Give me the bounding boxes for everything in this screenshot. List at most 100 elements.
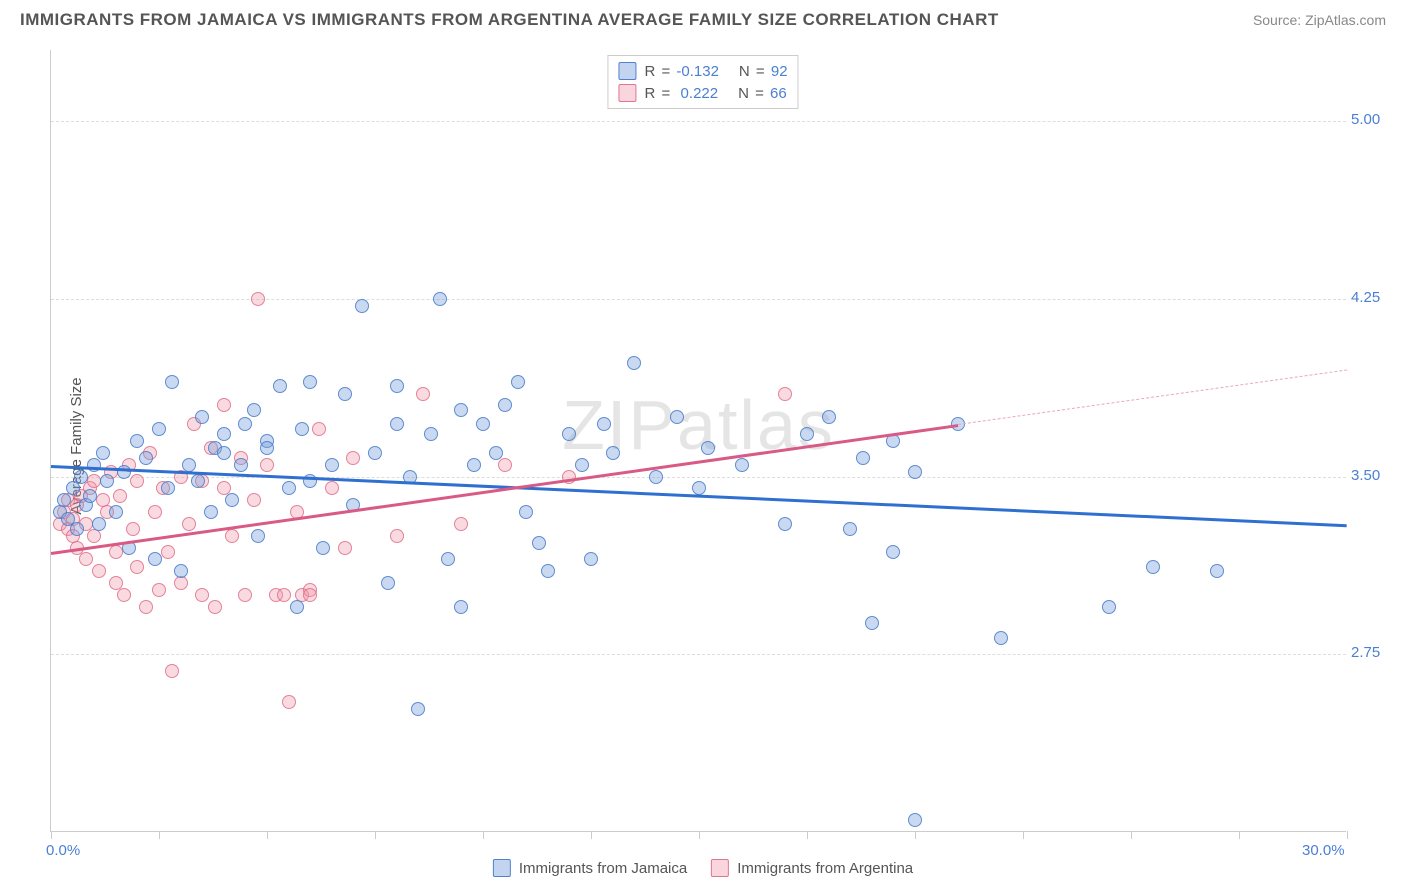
jamaica-point <box>584 552 598 566</box>
jamaica-point <box>83 489 97 503</box>
argentina-point <box>152 583 166 597</box>
jamaica-point <box>355 299 369 313</box>
argentina-point <box>182 517 196 531</box>
legend-item-argentina: Immigrants from Argentina <box>711 859 913 877</box>
argentina-point <box>325 481 339 495</box>
argentina-point <box>130 560 144 574</box>
jamaica-point <box>1102 600 1116 614</box>
x-tick <box>1131 831 1132 839</box>
argentina-point <box>87 474 101 488</box>
jamaica-point <box>886 545 900 559</box>
jamaica-point <box>562 427 576 441</box>
jamaica-point <box>295 422 309 436</box>
argentina-trendline-extrapolated <box>958 370 1347 425</box>
jamaica-point <box>204 505 218 519</box>
gridline <box>51 121 1346 122</box>
jamaica-point <box>541 564 555 578</box>
jamaica-point <box>778 517 792 531</box>
jamaica-point <box>130 434 144 448</box>
jamaica-point <box>822 410 836 424</box>
argentina-point <box>148 505 162 519</box>
jamaica-point <box>325 458 339 472</box>
y-tick-label: 5.00 <box>1351 111 1401 128</box>
jamaica-point <box>441 552 455 566</box>
jamaica-point <box>70 522 84 536</box>
jamaica-point <box>411 702 425 716</box>
x-tick-label-start: 0.0% <box>46 842 80 859</box>
jamaica-point <box>856 451 870 465</box>
argentina-point <box>416 387 430 401</box>
jamaica-point <box>316 541 330 555</box>
x-tick <box>159 831 160 839</box>
jamaica-point <box>96 446 110 460</box>
jamaica-point <box>238 417 252 431</box>
jamaica-point <box>454 600 468 614</box>
y-tick-label: 3.50 <box>1351 467 1401 484</box>
argentina-point <box>195 588 209 602</box>
argentina-point <box>390 529 404 543</box>
jamaica-label: Immigrants from Jamaica <box>519 860 687 877</box>
jamaica-point <box>381 576 395 590</box>
x-tick <box>699 831 700 839</box>
jamaica-point <box>251 529 265 543</box>
argentina-trendline <box>51 424 959 554</box>
jamaica-trendline <box>51 465 1347 527</box>
jamaica-point <box>467 458 481 472</box>
jamaica-point <box>606 446 620 460</box>
argentina-swatch-icon <box>618 84 636 102</box>
jamaica-point <box>735 458 749 472</box>
jamaica-point <box>692 481 706 495</box>
argentina-swatch-icon <box>711 859 729 877</box>
argentina-label: Immigrants from Argentina <box>737 860 913 877</box>
jamaica-point <box>908 813 922 827</box>
jamaica-point <box>627 356 641 370</box>
jamaica-point <box>454 403 468 417</box>
jamaica-point <box>390 379 404 393</box>
argentina-point <box>346 451 360 465</box>
jamaica-point <box>92 517 106 531</box>
x-tick <box>1239 831 1240 839</box>
jamaica-point <box>182 458 196 472</box>
jamaica-point <box>191 474 205 488</box>
jamaica-point <box>217 427 231 441</box>
x-tick <box>915 831 916 839</box>
jamaica-point <box>247 403 261 417</box>
argentina-N: 66 <box>770 85 787 102</box>
argentina-point <box>778 387 792 401</box>
jamaica-point <box>234 458 248 472</box>
gridline <box>51 477 1346 478</box>
x-tick-label-end: 30.0% <box>1302 842 1345 859</box>
jamaica-point <box>195 410 209 424</box>
jamaica-point <box>424 427 438 441</box>
jamaica-point <box>498 398 512 412</box>
jamaica-point <box>117 465 131 479</box>
argentina-point <box>113 489 127 503</box>
argentina-point <box>79 552 93 566</box>
argentina-point <box>498 458 512 472</box>
jamaica-point <box>139 451 153 465</box>
argentina-point <box>217 398 231 412</box>
jamaica-point <box>1210 564 1224 578</box>
jamaica-point <box>865 616 879 630</box>
jamaica-point <box>649 470 663 484</box>
y-tick-label: 4.25 <box>1351 289 1401 306</box>
jamaica-R: -0.132 <box>676 63 719 80</box>
argentina-point <box>126 522 140 536</box>
jamaica-point <box>217 446 231 460</box>
jamaica-point <box>489 446 503 460</box>
jamaica-point <box>433 292 447 306</box>
jamaica-point <box>994 631 1008 645</box>
argentina-point <box>251 292 265 306</box>
gridline <box>51 654 1346 655</box>
jamaica-point <box>74 470 88 484</box>
jamaica-point <box>161 481 175 495</box>
argentina-point <box>92 564 106 578</box>
jamaica-swatch-icon <box>493 859 511 877</box>
x-tick <box>51 831 52 839</box>
argentina-point <box>165 664 179 678</box>
jamaica-point <box>282 481 296 495</box>
jamaica-point <box>390 417 404 431</box>
jamaica-point <box>57 493 71 507</box>
chart-title: IMMIGRANTS FROM JAMAICA VS IMMIGRANTS FR… <box>20 10 999 30</box>
jamaica-point <box>800 427 814 441</box>
